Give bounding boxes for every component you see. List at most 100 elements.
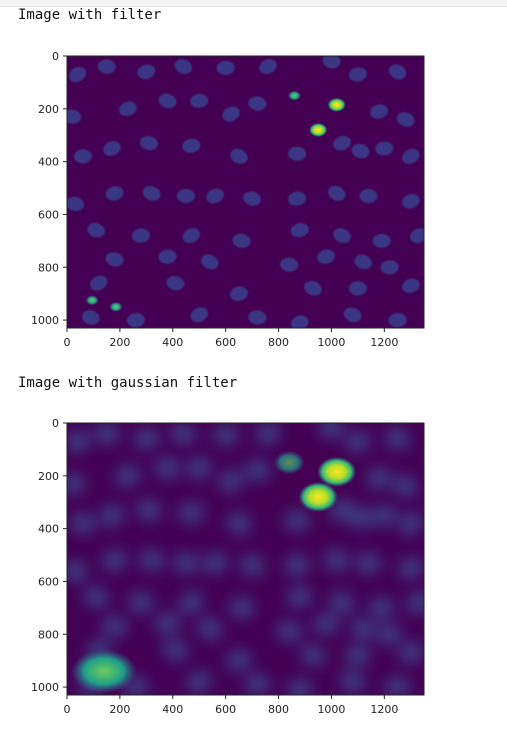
bright-spot [71,649,138,694]
nucleus-blob [333,228,351,243]
bright-spot [317,456,357,487]
nucleus-blob [348,281,367,296]
heatmap-area [67,56,424,328]
nucleus-blob [128,591,155,614]
nucleus-blob [182,138,201,153]
nucleus-blob [343,307,362,323]
x-tick-label: 200 [109,703,130,716]
nucleus-blob [350,617,376,641]
nucleus-blob [136,499,162,522]
nucleus-blob [99,504,125,527]
nucleus-blob [212,423,239,446]
nucleus-blob [333,135,351,151]
nucleus-blob [344,430,371,453]
nucleus-blob [375,141,394,156]
output-caption-filter: Image with filter [18,7,162,23]
nucleus-blob [396,112,415,127]
y-tick-label: 0 [52,50,59,63]
nucleus-blob [401,194,420,209]
nucleus-blob [384,427,411,451]
bright-spot [327,97,346,112]
nucleus-blob [329,591,355,614]
nucleus-blob [103,141,121,156]
x-tick-label: 600 [215,703,236,716]
nucleus-blob [392,475,419,498]
heatmap-filter: 0 200 400 600 800 1000 1200 0 200 400 600 800 1000 [31,50,425,349]
nucleus-blob [206,188,224,204]
nucleus-blob [197,617,223,641]
x-tick-label: 600 [215,336,236,349]
nucleus-blob [186,670,212,694]
nucleus-blob [371,504,398,527]
nucleus-blob [190,93,209,108]
nucleus-blob [67,109,82,124]
nucleus-blob [67,196,84,211]
nucleus-blob [137,64,156,80]
nucleus-blob [186,456,213,479]
nucleus-blob [290,223,309,238]
nucleus-blob [324,548,350,572]
nucleus-blob [244,673,271,695]
plot-frame [66,55,425,329]
nucleus-blob [69,66,87,83]
y-tick-label: 200 [38,470,59,483]
bright-spot [309,122,328,137]
nucleus-blob [105,186,124,201]
nucleus-blob [67,559,88,582]
nucleus-blob [173,551,199,574]
nucleus-blob [276,620,303,643]
nucleus-blob [288,191,307,206]
nucleus-blob [202,551,228,575]
nucleus-blob [154,612,181,635]
x-tick-label: 1000 [317,703,345,716]
nucleus-blob [101,615,128,638]
nucleus-blob [355,551,382,574]
nucleus-blob [304,280,322,296]
y-tick-label: 400 [38,523,59,536]
y-tick-label: 600 [38,208,59,221]
nucleus-blob [216,60,235,75]
x-tick-label: 200 [109,336,130,349]
nucleus-blob [222,106,240,122]
nucleus-blob [87,223,105,238]
nucleus-blob [218,469,244,493]
plot-frame [66,422,425,696]
nucleus-blob [288,146,307,161]
nucleus-blob [67,429,91,454]
nucleus-blob [388,64,407,80]
y-tick-label: 800 [38,628,59,641]
nucleus-blob [138,548,165,572]
nucleus-blob [280,257,299,272]
y-tick-label: 400 [38,156,59,169]
nucleus-blob [344,644,371,667]
y-tick-label: 600 [38,575,59,588]
nucleus-blob [170,423,197,445]
nucleus-blob [178,591,204,615]
nucleus-blob [284,554,311,577]
nucleus-blob [402,148,420,164]
nucleus-blob [229,286,248,301]
nucleus-blob [158,249,177,264]
nucleus-blob [158,93,177,109]
nucleus-blob [347,506,374,530]
y-tick-label: 200 [38,103,59,116]
nucleus-blob [397,557,424,580]
nucleus-blob [322,56,341,69]
heatmap-area [67,423,424,695]
nucleus-blob [339,670,366,694]
nucleus-blob [348,67,367,82]
nucleus-blob [380,260,399,275]
nucleus-blob [300,644,326,667]
nucleus-blob [115,464,141,488]
nucleus-blob [201,254,219,270]
nucleus-blob [398,511,424,535]
output-caption-gaussian: Image with gaussian filter [18,375,238,391]
bright-spot [298,481,338,512]
y-tick-label: 1000 [31,681,59,694]
x-tick-label: 0 [64,336,71,349]
heatmap-gaussian: 0 200 400 600 800 1000 1200 0 200 400 600 800 1000 [31,417,425,716]
x-tick-label: 400 [162,336,183,349]
cell-separator [0,0,507,7]
nucleus-blob [244,459,271,482]
bright-spot [273,450,305,475]
